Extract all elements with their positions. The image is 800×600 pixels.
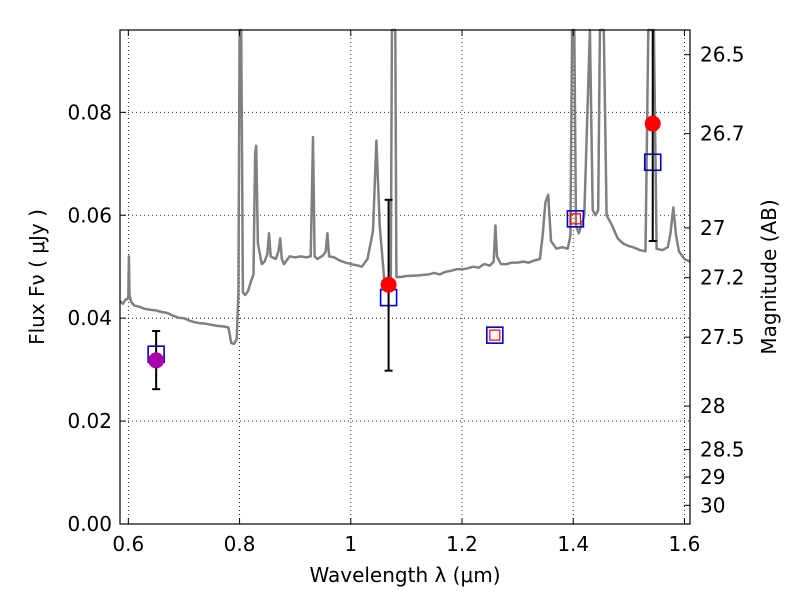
axis-ticks: 0.6 0.8 1 1.2 1.4 1.6 0.00 0.02 0.04 0.06 0.08 26.5… bbox=[67, 30, 745, 556]
small-red-square bbox=[489, 329, 501, 341]
right-tick-label: 27.5 bbox=[700, 325, 745, 349]
x-axis-label: Wavelength λ (μm) bbox=[309, 563, 500, 587]
x-tick-label: 0.6 bbox=[112, 532, 144, 556]
right-tick-label: 28 bbox=[700, 394, 725, 418]
x-tick-label: 0.8 bbox=[224, 532, 256, 556]
model-photometry-square bbox=[486, 326, 504, 344]
x-tick-label: 1.2 bbox=[446, 532, 478, 556]
observed-flux-point bbox=[148, 352, 165, 369]
plot-frame bbox=[119, 29, 691, 525]
y-tick-label: 0.04 bbox=[67, 306, 112, 330]
x-tick-label: 1.6 bbox=[669, 532, 701, 556]
spectrum-layer bbox=[119, 28, 691, 346]
x-tick-label: 1.4 bbox=[557, 532, 589, 556]
observed-flux-point bbox=[644, 115, 661, 132]
right-axis-label: Magnitude (AB) bbox=[757, 199, 781, 354]
right-tick-label: 28.5 bbox=[700, 438, 745, 462]
right-tick-label: 29 bbox=[700, 465, 725, 489]
x-tick-label: 1 bbox=[344, 532, 357, 556]
observed-flux-point bbox=[380, 276, 397, 293]
y-tick-label: 0.06 bbox=[67, 203, 112, 227]
y-tick-label: 0.08 bbox=[67, 100, 112, 124]
small-red-square bbox=[569, 213, 582, 225]
model-photometry-square bbox=[566, 210, 585, 228]
right-tick-label: 27.2 bbox=[700, 266, 745, 290]
y-tick-label: 0.02 bbox=[67, 409, 112, 433]
right-tick-label: 26.5 bbox=[700, 43, 745, 67]
model-spectrum-line bbox=[119, 28, 691, 346]
right-tick-label: 30 bbox=[700, 493, 725, 517]
data-marks bbox=[147, 30, 662, 391]
right-tick-label: 27 bbox=[700, 216, 725, 240]
y-axis-label: Flux Fν ( μJy ) bbox=[25, 209, 49, 345]
right-tick-label: 26.7 bbox=[700, 122, 745, 146]
y-tick-label: 0.00 bbox=[67, 512, 112, 536]
